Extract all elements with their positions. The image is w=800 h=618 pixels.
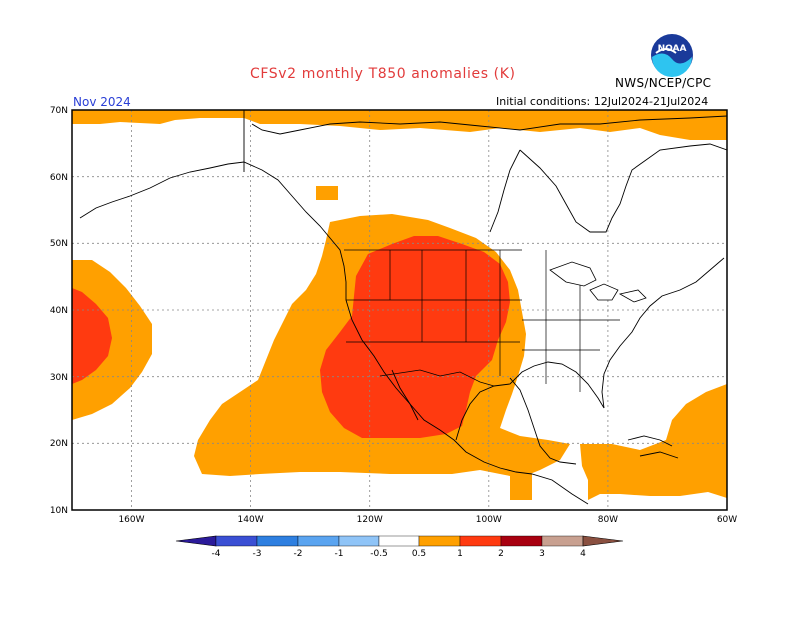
colorbar-label: 3 — [539, 549, 545, 559]
map-title: CFSv2 monthly T850 anomalies (K) — [250, 66, 516, 82]
noaa-logo: NOAA — [651, 34, 693, 77]
colorbar: -4 -3 -2 -1 -0.5 0.5 1 2 3 4 — [175, 535, 624, 559]
colorbar-segment — [459, 535, 502, 547]
colorbar-low-arrow — [175, 535, 217, 547]
colorbar-segment — [256, 535, 299, 547]
lon-label: 60W — [717, 515, 737, 525]
lon-label: 80W — [598, 515, 618, 525]
lat-label: 40N — [50, 306, 68, 316]
anomaly-region-caribbean — [580, 384, 727, 500]
initial-conditions: Initial conditions: 12Jul2024-21Jul2024 — [496, 95, 709, 108]
colorbar-high-arrow — [582, 535, 624, 547]
colorbar-segment — [338, 535, 380, 547]
lat-label: 20N — [50, 439, 68, 449]
colorbar-segment — [418, 535, 461, 547]
lat-label: 70N — [50, 106, 68, 116]
map-frame — [71, 109, 728, 511]
lat-label: 10N — [50, 506, 68, 516]
logo-text: NOAA — [658, 44, 687, 54]
lat-label: 50N — [50, 239, 68, 249]
anomaly-region-core — [320, 236, 510, 438]
lon-label: 100W — [476, 515, 502, 525]
latitude-labels: 70N 60N 50N 40N 30N 20N 10N — [50, 106, 68, 516]
graticule — [72, 110, 727, 510]
colorbar-label: -0.5 — [370, 549, 388, 559]
colorbar-label: -4 — [212, 549, 221, 559]
anomaly-patch-a — [316, 186, 338, 200]
anomaly-shading — [72, 110, 727, 510]
colorbar-segment — [378, 535, 420, 547]
political-borders — [344, 249, 620, 392]
colorbar-label: -2 — [294, 549, 303, 559]
coastlines — [79, 110, 727, 505]
lon-label: 140W — [238, 515, 264, 525]
colorbar-segment — [541, 535, 584, 547]
longitude-labels: 160W 140W 120W 100W 80W 60W — [118, 515, 737, 525]
colorbar-label: -1 — [335, 549, 344, 559]
lat-label: 30N — [50, 373, 68, 383]
anomaly-region-west-pacific-core — [72, 288, 112, 384]
great-lakes — [549, 261, 647, 303]
agency-label: NWS/NCEP/CPC — [615, 76, 712, 90]
forecast-month: Nov 2024 — [73, 95, 131, 109]
colorbar-segment — [500, 535, 543, 547]
lon-label: 160W — [118, 515, 144, 525]
anomaly-region-west-pacific — [72, 260, 152, 420]
anomaly-patch-b — [510, 474, 532, 500]
colorbar-segment — [297, 535, 340, 547]
colorbar-label: -3 — [253, 549, 262, 559]
colorbar-label: 1 — [457, 549, 463, 559]
lat-label: 60N — [50, 173, 68, 183]
lon-label: 120W — [357, 515, 383, 525]
colorbar-label: 4 — [580, 549, 586, 559]
colorbar-label: 0.5 — [412, 549, 426, 559]
anomaly-region-arctic — [72, 110, 727, 140]
colorbar-label: 2 — [498, 549, 504, 559]
colorbar-segment — [215, 535, 258, 547]
